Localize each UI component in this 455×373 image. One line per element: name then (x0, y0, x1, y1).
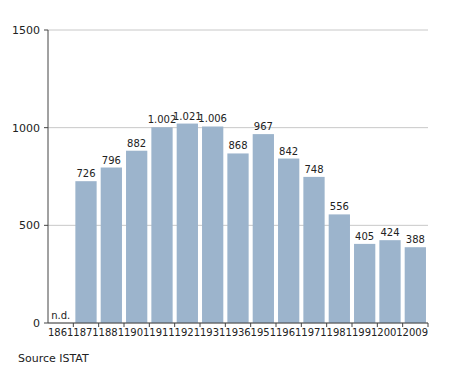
data-label: 1.006 (198, 113, 227, 124)
chart-svg: 0 500 1000 1500 1861187118811901191119211931… (0, 0, 455, 373)
data-label: 967 (254, 121, 273, 132)
x-tick-label: 2009 (403, 327, 428, 338)
data-label: 556 (330, 201, 349, 212)
x-tick-label: 1911 (149, 327, 174, 338)
bar (101, 168, 122, 323)
chart-container: 0 500 1000 1500 1861187118811901191119211931… (0, 0, 455, 373)
x-tick-label: 1871 (73, 327, 98, 338)
x-tick-label: 1981 (327, 327, 352, 338)
grid-line (48, 323, 428, 324)
data-label: 726 (76, 168, 95, 179)
bar (253, 134, 274, 323)
bar (329, 214, 350, 323)
grid-line (48, 30, 428, 31)
data-label: 388 (406, 234, 425, 245)
data-label: 424 (380, 227, 399, 238)
annotation: Source ISTAT (18, 352, 89, 365)
y-tick (44, 225, 48, 226)
data-label: 796 (102, 155, 121, 166)
bar (379, 240, 400, 323)
bar (278, 159, 299, 323)
x-tick-label: 1901 (124, 327, 149, 338)
bar (405, 247, 426, 323)
data-label: 882 (127, 138, 146, 149)
grid-line (48, 127, 428, 128)
y-tick-label: 1000 (12, 122, 40, 135)
x-tick-label: 2001 (377, 327, 402, 338)
x-tick-label: 1936 (225, 327, 250, 338)
y-tick-label: 0 (33, 317, 40, 330)
bar (75, 181, 96, 323)
data-label: 842 (279, 146, 298, 157)
x-tick-label: 1991 (352, 327, 377, 338)
x-tick-label: 1951 (251, 327, 276, 338)
x-tick-label: 1961 (276, 327, 301, 338)
x-tick-label: 1921 (175, 327, 200, 338)
data-label: 405 (355, 231, 374, 242)
bar (126, 151, 147, 323)
bar (177, 124, 198, 323)
data-label: n.d. (51, 310, 70, 321)
bar (354, 244, 375, 323)
bar (227, 153, 248, 323)
data-label: 868 (228, 140, 247, 151)
y-tick (44, 323, 48, 324)
data-label: 1.021 (173, 111, 202, 122)
bar (151, 127, 172, 323)
x-tick-label: 1881 (99, 327, 124, 338)
x-tick-label: 1931 (200, 327, 225, 338)
y-tick-label: 500 (19, 219, 40, 232)
data-label: 748 (304, 164, 323, 175)
y-axis (48, 30, 49, 323)
x-axis (48, 323, 428, 324)
bar (202, 126, 223, 323)
y-tick (44, 30, 48, 31)
x-tick-label: 1971 (301, 327, 326, 338)
bars (75, 124, 426, 323)
y-tick (44, 127, 48, 128)
x-tick-label: 1861 (48, 327, 73, 338)
y-tick-label: 1500 (12, 24, 40, 37)
bar (303, 177, 324, 323)
